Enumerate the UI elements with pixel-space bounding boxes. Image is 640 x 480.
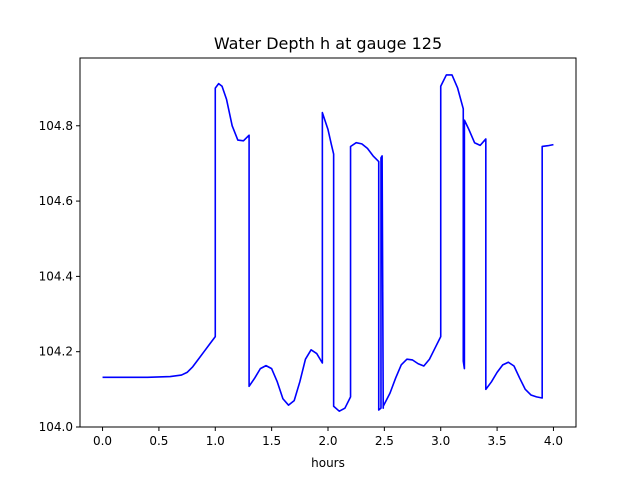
y-tick-label: 104.6 [39, 194, 73, 208]
x-tick-label: 1.5 [262, 434, 281, 448]
x-tick-label: 2.0 [318, 434, 337, 448]
y-tick-label: 104.2 [39, 345, 73, 359]
y-axis: 104.0 104.2 104.4 104.6 104.8 [39, 119, 80, 434]
x-axis-label: hours [311, 456, 345, 470]
x-tick-label: 3.0 [431, 434, 450, 448]
x-tick-label: 4.0 [544, 434, 563, 448]
x-tick-label: 0.5 [149, 434, 168, 448]
y-tick-label: 104.4 [39, 269, 73, 283]
series-layer [102, 74, 554, 412]
x-axis: 0.0 0.5 1.0 1.5 2.0 2.5 3.0 3.5 4.0 [93, 427, 563, 448]
x-tick-label: 0.0 [93, 434, 112, 448]
x-tick-label: 2.5 [375, 434, 394, 448]
y-tick-label: 104.0 [39, 420, 73, 434]
x-tick-label: 3.5 [488, 434, 507, 448]
y-tick-label: 104.8 [39, 119, 73, 133]
chart-title: Water Depth h at gauge 125 [214, 34, 442, 53]
plot-area [80, 58, 576, 427]
series-line [102, 74, 554, 412]
x-tick-label: 1.0 [206, 434, 225, 448]
